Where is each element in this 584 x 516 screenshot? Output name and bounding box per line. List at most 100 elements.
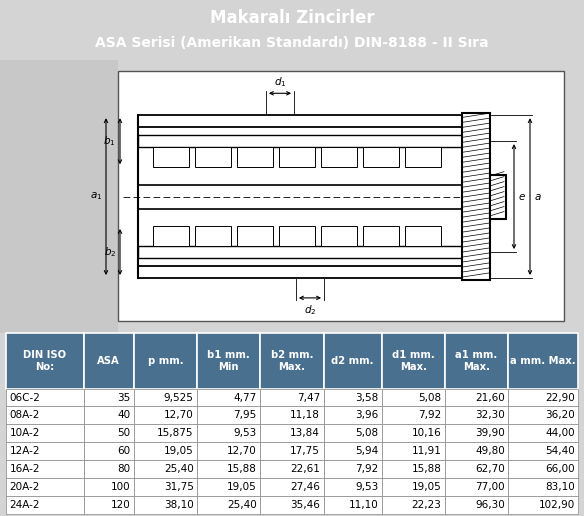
Text: 22,23: 22,23	[412, 500, 442, 510]
Bar	[508, 333, 578, 389]
Bar	[6, 460, 84, 478]
Bar	[134, 442, 197, 460]
Bar	[6, 389, 84, 407]
Bar	[260, 425, 324, 442]
Text: a1 mm.
Max.: a1 mm. Max.	[456, 350, 498, 372]
Bar	[118, 71, 564, 321]
Text: 9,53: 9,53	[234, 428, 257, 439]
Bar	[445, 425, 508, 442]
Bar	[445, 442, 508, 460]
Bar	[324, 407, 382, 425]
Text: 20A-2: 20A-2	[9, 482, 40, 492]
Bar	[321, 226, 357, 246]
Bar	[445, 460, 508, 478]
Bar	[279, 226, 315, 246]
Text: 5,08: 5,08	[355, 428, 378, 439]
Bar	[405, 226, 441, 246]
Bar	[490, 174, 506, 219]
Text: 12A-2: 12A-2	[9, 446, 40, 456]
Bar	[508, 496, 578, 514]
Text: ASA: ASA	[98, 356, 120, 366]
Bar	[84, 442, 134, 460]
Text: 40: 40	[117, 410, 130, 421]
Bar	[382, 389, 445, 407]
Text: 25,40: 25,40	[227, 500, 257, 510]
Bar	[260, 442, 324, 460]
Text: 19,05: 19,05	[164, 446, 193, 456]
Bar	[321, 147, 357, 167]
Text: 3,58: 3,58	[355, 393, 378, 402]
Bar	[445, 407, 508, 425]
Bar	[6, 425, 84, 442]
Bar	[279, 147, 315, 167]
Text: 24A-2: 24A-2	[9, 500, 40, 510]
Bar	[382, 407, 445, 425]
Bar	[197, 496, 260, 514]
Text: 10A-2: 10A-2	[9, 428, 40, 439]
Bar	[324, 478, 382, 496]
Text: 60: 60	[117, 446, 130, 456]
Text: 5,94: 5,94	[355, 446, 378, 456]
Bar	[197, 425, 260, 442]
Bar	[134, 389, 197, 407]
Text: 19,05: 19,05	[412, 482, 442, 492]
Text: 49,80: 49,80	[475, 446, 505, 456]
Bar	[237, 147, 273, 167]
Bar	[197, 389, 260, 407]
Bar	[382, 442, 445, 460]
Text: ASA Serisi (Amerikan Standardı) DIN-8188 - II Sıra: ASA Serisi (Amerikan Standardı) DIN-8188…	[95, 37, 489, 51]
Text: 22,61: 22,61	[290, 464, 320, 474]
Bar	[134, 407, 197, 425]
Text: 36,20: 36,20	[545, 410, 575, 421]
Text: $b_1$: $b_1$	[103, 134, 116, 148]
Bar	[153, 226, 189, 246]
Text: 7,95: 7,95	[234, 410, 257, 421]
Text: 10,16: 10,16	[412, 428, 442, 439]
Text: 3,96: 3,96	[355, 410, 378, 421]
Text: 80: 80	[117, 464, 130, 474]
Bar	[197, 407, 260, 425]
Bar	[382, 496, 445, 514]
Text: 62,70: 62,70	[475, 464, 505, 474]
Text: 44,00: 44,00	[545, 428, 575, 439]
Text: 15,88: 15,88	[412, 464, 442, 474]
Text: 7,47: 7,47	[297, 393, 320, 402]
Bar	[382, 333, 445, 389]
Text: 66,00: 66,00	[545, 464, 575, 474]
Text: 9,53: 9,53	[355, 482, 378, 492]
Bar	[195, 226, 231, 246]
Text: 4,77: 4,77	[234, 393, 257, 402]
Bar	[363, 147, 399, 167]
Text: 22,90: 22,90	[545, 393, 575, 402]
Text: 7,92: 7,92	[355, 464, 378, 474]
Text: $b_2$: $b_2$	[103, 245, 116, 259]
Bar	[138, 246, 462, 258]
Bar	[197, 442, 260, 460]
Bar	[134, 333, 197, 389]
Text: $d_2$: $d_2$	[304, 303, 316, 317]
Text: 50: 50	[117, 428, 130, 439]
Bar	[445, 496, 508, 514]
Bar	[260, 389, 324, 407]
Text: 11,91: 11,91	[412, 446, 442, 456]
Bar	[84, 425, 134, 442]
Bar	[508, 389, 578, 407]
Bar	[6, 478, 84, 496]
Bar	[138, 115, 462, 127]
Bar	[237, 226, 273, 246]
Text: 27,46: 27,46	[290, 482, 320, 492]
Text: 17,75: 17,75	[290, 446, 320, 456]
Text: $d_1$: $d_1$	[274, 75, 286, 89]
Text: 7,92: 7,92	[418, 410, 442, 421]
Text: 08A-2: 08A-2	[9, 410, 40, 421]
Bar	[260, 496, 324, 514]
Bar	[382, 425, 445, 442]
Bar	[6, 496, 84, 514]
Text: 12,70: 12,70	[227, 446, 257, 456]
Bar	[260, 407, 324, 425]
Text: 83,10: 83,10	[545, 482, 575, 492]
Text: $e$: $e$	[518, 191, 526, 202]
Bar	[138, 135, 462, 147]
Bar	[84, 333, 134, 389]
Text: 15,875: 15,875	[157, 428, 193, 439]
